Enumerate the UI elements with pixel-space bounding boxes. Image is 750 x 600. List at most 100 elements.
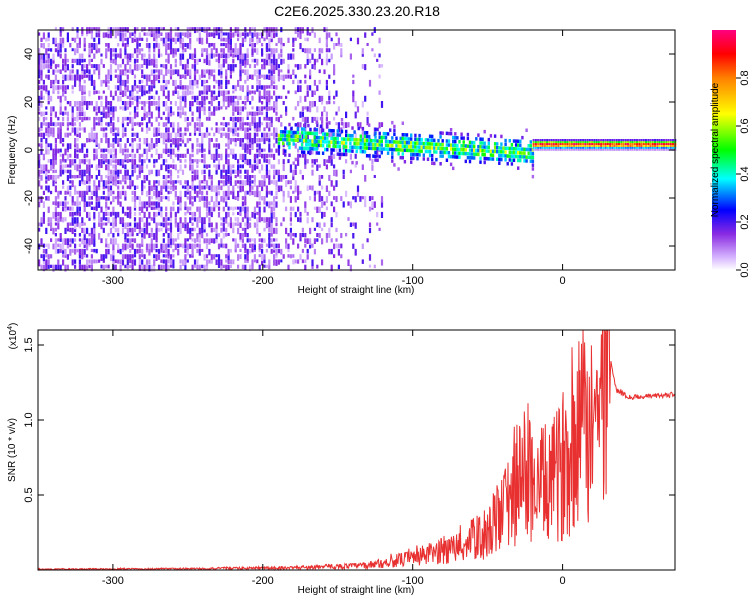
heatmap-cell xyxy=(40,127,43,131)
heatmap-cell xyxy=(325,111,328,117)
heatmap-cell xyxy=(40,238,43,245)
heatmap-cell xyxy=(160,196,163,202)
heatmap-cell xyxy=(217,79,221,87)
heatmap-cell xyxy=(121,101,125,106)
heatmap-cell xyxy=(301,227,304,233)
heatmap-cell xyxy=(611,144,614,147)
heatmap-cell xyxy=(157,196,161,203)
heatmap-cell xyxy=(512,139,516,143)
heatmap-cell xyxy=(162,90,165,97)
heatmap-cell xyxy=(374,143,377,147)
heatmap-cell xyxy=(100,101,103,107)
heatmap-cell xyxy=(165,64,168,70)
heatmap-cell xyxy=(121,159,125,165)
heatmap-cell xyxy=(203,132,206,138)
heatmap-cell xyxy=(119,106,122,110)
heatmap-cell xyxy=(145,37,149,42)
heatmap-cell xyxy=(265,111,268,118)
heatmap-cell xyxy=(136,164,139,168)
heatmap-cell xyxy=(656,144,659,147)
heatmap-cell xyxy=(215,48,218,54)
heatmap-cell xyxy=(225,233,228,237)
heatmap-cell xyxy=(328,155,331,160)
heatmap-cell xyxy=(347,217,350,221)
heatmap-cell xyxy=(133,48,137,54)
heatmap-cell xyxy=(220,64,223,72)
heatmap-cell xyxy=(220,264,223,271)
heatmap-cell xyxy=(143,180,146,184)
heatmap-cell xyxy=(251,175,254,178)
snr-frame xyxy=(37,329,676,571)
heatmap-cell xyxy=(153,37,156,42)
heatmap-cell xyxy=(251,248,254,253)
heatmap-cell xyxy=(239,85,242,91)
heatmap-cell xyxy=(315,132,318,136)
heatmap-cell xyxy=(98,222,101,227)
heatmap-cell xyxy=(119,190,122,196)
heatmap-cell xyxy=(290,134,293,138)
heatmap-cell xyxy=(285,243,288,249)
heatmap-cell xyxy=(143,201,146,209)
heatmap-cell xyxy=(217,159,221,165)
heatmap-cell xyxy=(347,259,350,266)
heatmap-cell xyxy=(498,153,501,158)
heatmap-cell xyxy=(443,146,446,151)
heatmap-cell xyxy=(337,243,340,249)
heatmap-cell xyxy=(208,175,211,180)
heatmap-cell xyxy=(165,206,168,211)
heatmap-cell xyxy=(253,222,256,228)
heatmap-cell xyxy=(174,238,177,242)
heatmap-cell xyxy=(405,144,409,149)
heatmap-cell xyxy=(203,201,206,208)
heatmap-cell xyxy=(112,153,115,161)
heatmap-cell xyxy=(189,37,192,44)
heatmap-cell xyxy=(177,95,180,99)
heatmap-cell xyxy=(112,233,115,238)
heatmap-cell xyxy=(340,137,344,141)
heatmap-cell xyxy=(78,116,81,120)
heatmap-cell xyxy=(321,259,324,266)
heatmap-cell xyxy=(261,53,264,57)
heatmap-cell xyxy=(246,111,249,117)
heatmap-cell xyxy=(433,138,436,143)
heatmap-cell xyxy=(330,136,333,141)
heatmap-cell xyxy=(93,238,96,246)
heatmap-cell xyxy=(198,185,201,192)
heatmap-cell xyxy=(71,175,74,179)
heatmap-cell xyxy=(365,138,369,143)
heatmap-cell xyxy=(297,148,300,153)
heatmap-cell xyxy=(633,142,636,145)
heatmap-cell xyxy=(114,180,117,187)
heatmap-cell xyxy=(519,147,522,151)
heatmap-cell xyxy=(431,142,434,146)
heatmap-cell xyxy=(410,133,413,137)
heatmap-cell xyxy=(167,37,170,42)
heatmap-cell xyxy=(345,190,348,197)
heatmap-cell xyxy=(203,69,206,75)
heatmap-cell xyxy=(600,144,603,147)
heatmap-cell xyxy=(179,164,182,172)
heatmap-cell xyxy=(179,159,182,163)
heatmap-cell xyxy=(479,141,482,145)
heatmap-cell xyxy=(356,185,360,192)
heatmap-cell xyxy=(500,153,503,158)
heatmap-cell xyxy=(227,180,230,184)
heatmap-cell xyxy=(119,148,122,154)
heatmap-cell xyxy=(71,37,74,41)
heatmap-cell xyxy=(241,164,244,169)
heatmap-cell xyxy=(109,69,113,74)
heatmap-cell xyxy=(189,27,192,32)
heatmap-cell xyxy=(588,140,591,144)
heatmap-cell xyxy=(368,146,371,150)
heatmap-cell xyxy=(131,196,134,202)
heatmap-cell xyxy=(105,175,108,179)
heatmap-cell xyxy=(213,32,216,39)
heatmap-cell xyxy=(57,264,60,270)
heatmap-cell xyxy=(184,90,187,96)
heatmap-cell xyxy=(181,169,185,175)
heatmap-cell xyxy=(356,190,360,197)
heatmap-cell xyxy=(217,206,221,211)
heatmap-cell xyxy=(645,144,647,147)
heatmap-cell xyxy=(487,141,490,146)
heatmap-cell xyxy=(279,114,283,119)
